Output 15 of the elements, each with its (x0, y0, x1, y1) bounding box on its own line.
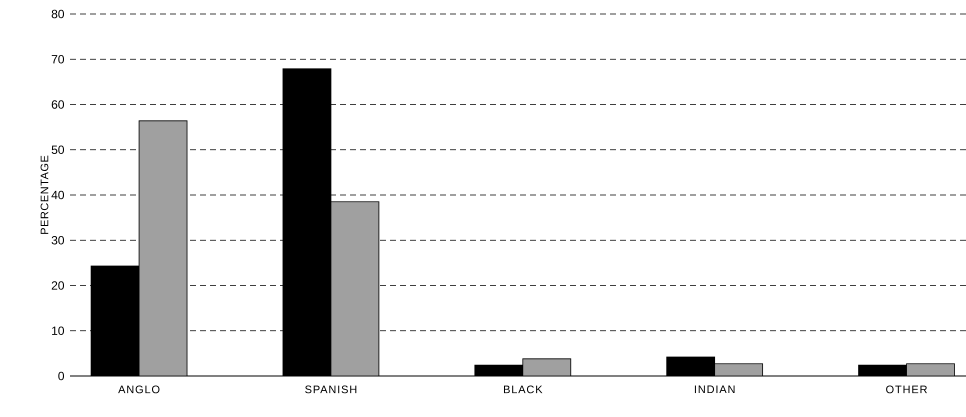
y-tick-label: 70 (52, 55, 64, 64)
x-tick-label: ANGLO (118, 386, 160, 394)
y-tick-label: 30 (52, 236, 64, 244)
y-tick-label: 50 (52, 146, 64, 154)
y-tick-label: 0 (58, 372, 64, 380)
x-tick-label: SPANISH (305, 386, 356, 394)
y-tick-label: 60 (52, 100, 64, 109)
x-tick-label: OTHER (886, 386, 927, 394)
x-tick-label: INDIAN (694, 386, 735, 394)
y-tick-label: 10 (52, 326, 64, 335)
y-tick-label: 40 (51, 190, 64, 200)
x-tick-label: BLACK (504, 386, 542, 394)
y-tick-label: 80 (52, 10, 64, 18)
y-axis-title: PERCENTAGE (40, 156, 48, 234)
y-tick-label: 20 (52, 281, 64, 290)
